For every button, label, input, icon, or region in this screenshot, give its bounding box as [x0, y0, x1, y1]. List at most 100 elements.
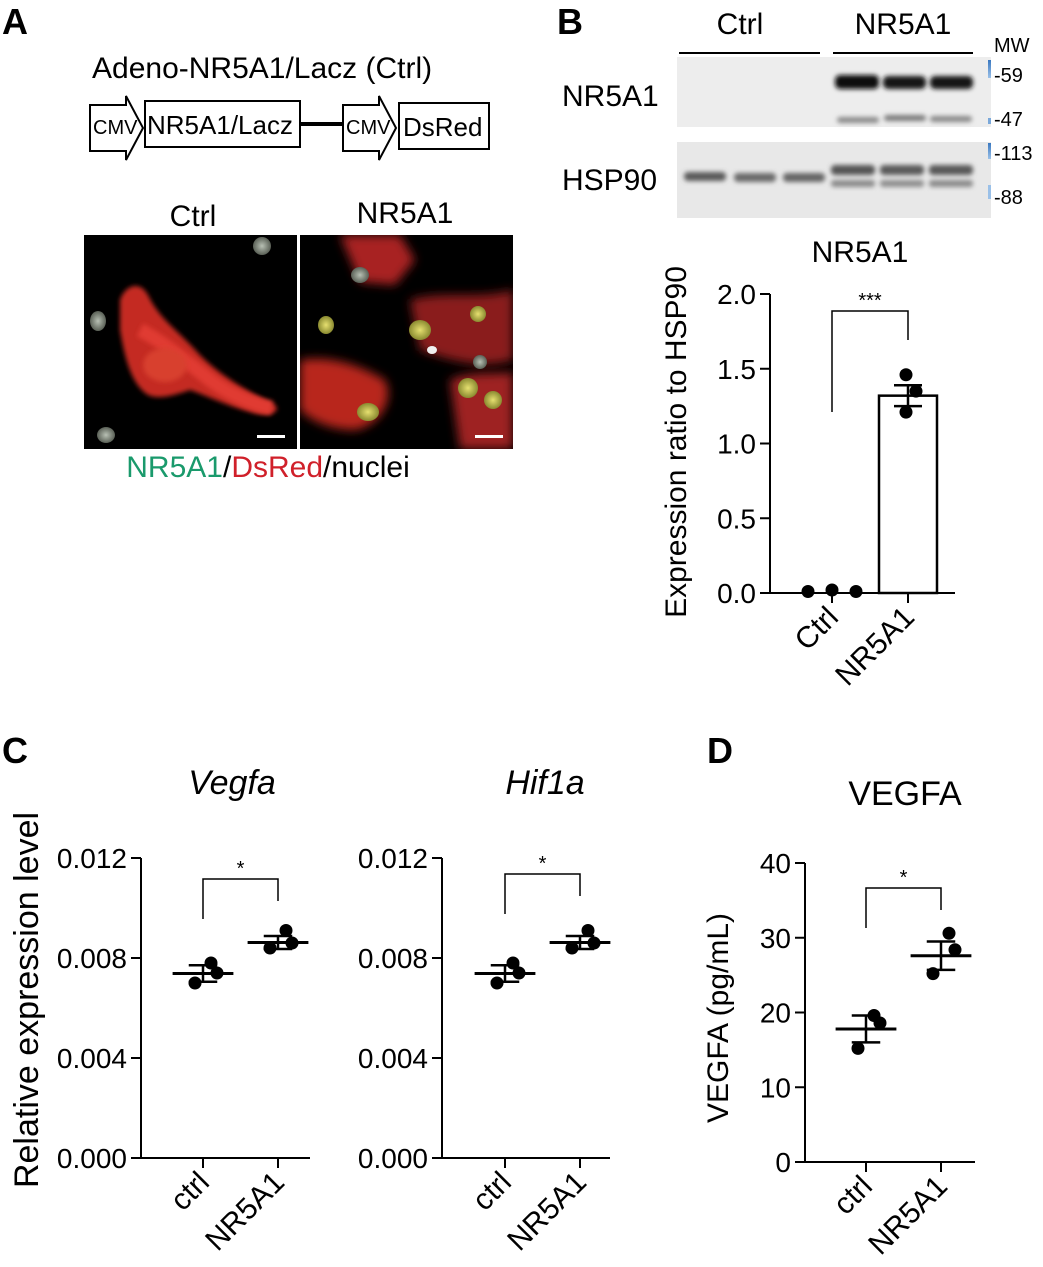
construct-diagram [89, 95, 490, 161]
data-point [899, 368, 913, 382]
y-tick-label: 1.0 [717, 429, 756, 460]
y-tick-label: 0.000 [358, 1143, 428, 1174]
chart-c-vegfa-marks: * [172, 858, 309, 990]
stain-legend: NR5A1/DsRed/nuclei [126, 451, 410, 484]
construct-title: Adeno-NR5A1/Lacz (Ctrl) [92, 52, 432, 85]
y-tick-label: 30 [760, 923, 791, 954]
data-point [849, 585, 863, 599]
y-tick-label: 0.008 [57, 943, 127, 974]
x-category-label: ctrl [466, 1166, 518, 1218]
cmv-promoter-arrow-2 [342, 95, 398, 161]
stain-legend-rest: nuclei [331, 451, 409, 484]
blot-group-ctrl: Ctrl [717, 8, 764, 41]
x-category-label: ctrl [164, 1166, 216, 1218]
x-category-label: NR5A1 [199, 1166, 291, 1258]
blot-row-hsp90: HSP90 [562, 164, 657, 197]
y-tick-label: 0.0 [717, 578, 756, 609]
y-tick-label: 1.5 [717, 354, 756, 385]
y-tick-label: 0.000 [57, 1143, 127, 1174]
panel-a-letter: A [2, 1, 28, 42]
significance-bracket [504, 873, 581, 914]
y-tick-label: 20 [760, 998, 791, 1029]
chart-d-title: VEGFA [848, 775, 962, 813]
data-point [909, 384, 923, 398]
blot-row-nr5a1: NR5A1 [562, 80, 659, 113]
data-point [801, 585, 815, 599]
chart-b-marks: *** [801, 290, 939, 599]
data-point [873, 1016, 887, 1030]
mw-marker-47: -47 [994, 109, 1023, 131]
promoter-label-1: CMV [93, 117, 138, 139]
data-point [279, 924, 293, 937]
data-point [851, 1041, 865, 1055]
mw-marker-113: -113 [994, 143, 1033, 165]
blot-strip-nr5a1 [677, 57, 991, 127]
data-point [948, 943, 962, 957]
x-category-label: NR5A1 [501, 1166, 593, 1258]
gene-label-1: NR5A1/Lacz [147, 110, 293, 140]
panel-b-letter: B [557, 1, 583, 42]
chart-d-marks: * [835, 867, 972, 1055]
y-tick-label: 0 [775, 1147, 791, 1178]
chart-b-ylabel: Expression ratio to HSP90 [660, 266, 693, 618]
x-category-label: ctrl [827, 1170, 879, 1222]
chart-c-ylabel: Relative expression level [8, 812, 46, 1188]
significance-label: * [539, 853, 547, 875]
significance-label: * [237, 858, 245, 880]
gene-label-2: DsRed [403, 112, 482, 142]
x-category-label: NR5A1 [862, 1170, 954, 1262]
stain-legend-sep1: / [223, 451, 232, 484]
x-category-label: NR5A1 [829, 601, 921, 693]
cmv-promoter-arrow-1 [89, 95, 145, 161]
gene-box-dsred [398, 102, 490, 150]
chart-c-hif1a-title: Hif1a [505, 764, 584, 802]
chart-c-hif1a-marks: * [474, 853, 611, 990]
mw-marker-88: -88 [994, 187, 1023, 209]
panel-c-letter: C [2, 730, 28, 771]
bar [877, 394, 939, 595]
data-point [942, 926, 956, 940]
stain-legend-sep2: / [323, 451, 332, 484]
promoter-label-2: CMV [346, 117, 391, 139]
y-tick-label: 0.004 [358, 1043, 428, 1074]
blot-group-nr5a1: NR5A1 [855, 8, 952, 41]
stain-legend-green: NR5A1 [126, 451, 223, 484]
significance-bracket [831, 310, 909, 412]
micrograph-ctrl [84, 235, 297, 449]
image-label-nr5a1: NR5A1 [357, 197, 454, 230]
chart-d-ylabel: VEGFA (pg/mL) [702, 913, 735, 1123]
micrograph-nr5a1 [300, 235, 513, 449]
significance-label: *** [858, 290, 882, 312]
significance-label: * [900, 867, 908, 889]
y-tick-label: 40 [760, 848, 791, 879]
mw-marker-59: -59 [994, 65, 1023, 87]
mw-title: MW [994, 35, 1030, 57]
y-tick-label: 2.0 [717, 279, 756, 310]
panel-b: B Ctrl NR5A1 MW NR5A1 HSP90 [557, 1, 1033, 218]
chart-b-title: NR5A1 [812, 236, 909, 269]
y-tick-label: 0.008 [358, 943, 428, 974]
data-point [899, 405, 913, 419]
y-tick-label: 0.5 [717, 503, 756, 534]
image-label-ctrl: Ctrl [170, 200, 217, 233]
data-point [825, 583, 839, 597]
data-point [581, 924, 595, 937]
y-tick-label: 0.004 [57, 1043, 127, 1074]
panel-d: D [707, 730, 733, 771]
stain-legend-red: DsRed [231, 451, 323, 484]
panel-a: A Adeno-NR5A1/Lacz (Ctrl) CMV NR5A1/Lacz… [2, 1, 513, 484]
y-tick-label: 0.012 [358, 843, 428, 874]
x-category-label: Ctrl [789, 601, 845, 657]
y-tick-label: 0.012 [57, 843, 127, 874]
chart-b: NR5A1 Expression ratio to HSP90 0.0 0.5 1.… [660, 236, 955, 692]
panel-c: C Relative expression level [2, 730, 46, 1188]
y-tick-label: 10 [760, 1072, 791, 1103]
panel-d-letter: D [707, 730, 733, 771]
